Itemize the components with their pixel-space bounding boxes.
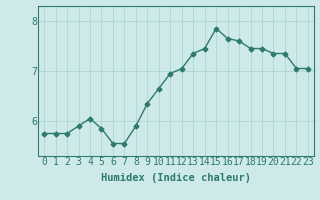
X-axis label: Humidex (Indice chaleur): Humidex (Indice chaleur) [101, 173, 251, 183]
